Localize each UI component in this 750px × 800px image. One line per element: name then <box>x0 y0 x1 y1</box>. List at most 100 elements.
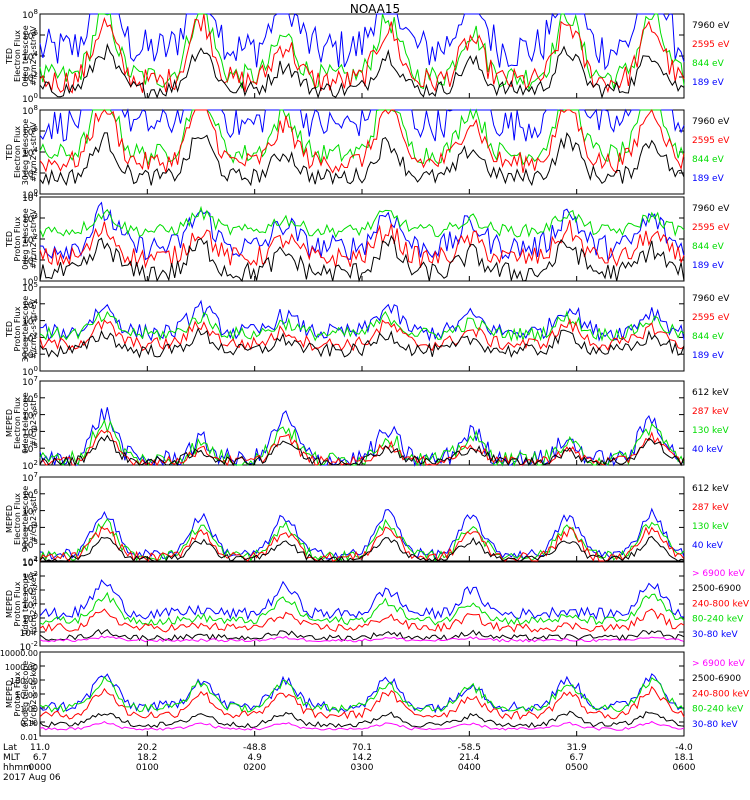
x-lat-label: -48.8 <box>243 743 267 753</box>
y-axis-label: MEPED <box>5 409 14 437</box>
y-tick-label: 107 <box>22 375 38 388</box>
series-trace-red <box>39 219 685 269</box>
y-tick-label: 104 <box>22 191 38 204</box>
y-tick-label: 101 <box>22 254 38 267</box>
legend-entry: 844 eV <box>692 242 725 252</box>
y-tick-label: 102 <box>22 459 38 472</box>
legend-entry: 189 eV <box>692 78 725 88</box>
series-trace-black <box>39 327 685 359</box>
legend-entry: 30-80 keV <box>692 720 738 730</box>
series-trace-green <box>39 518 685 562</box>
legend-entry: > 6900 keV <box>692 569 746 579</box>
panel-3: 100 101 102 103 104 TED Proton Flux 0deg telesc… <box>5 191 730 288</box>
x-hhmm-label: 0200 <box>243 763 266 773</box>
legend-entry: 130 keV <box>692 426 729 436</box>
x-row-label: 2017 Aug 06 <box>3 773 61 783</box>
legend-entry: 612 keV <box>692 484 729 494</box>
y-axis-label: #/cm2-s-str-eV <box>29 298 38 359</box>
y-tick-label: 1000.00 <box>5 663 38 672</box>
y-tick-label: 1.00 <box>20 705 38 714</box>
x-hhmm-label: 0500 <box>565 763 588 773</box>
series-trace-green <box>39 205 685 239</box>
y-tick-label: 105 <box>22 281 38 294</box>
legend-entry: 844 eV <box>692 155 725 165</box>
legend-entry: 7960 eV <box>692 117 730 127</box>
y-tick-label: 105 <box>22 409 38 422</box>
y-tick-label: 102 <box>22 167 38 180</box>
legend-entry: 30-80 keV <box>692 630 738 640</box>
y-tick-label: 10-1 <box>20 626 38 639</box>
legend-entry: 7960 eV <box>692 204 730 214</box>
series-trace-magenta <box>39 635 685 643</box>
panel-frame <box>39 380 685 466</box>
y-axis-label: 0deg telescope <box>21 392 30 453</box>
series-trace-green <box>39 675 685 714</box>
legend-entry: 240-800 keV <box>692 689 750 699</box>
series-trace-blue <box>39 507 685 561</box>
x-mlt-label: 6.7 <box>33 753 47 763</box>
y-tick-label: 101 <box>22 348 38 361</box>
series-trace-green <box>39 591 685 626</box>
y-tick-label: 103 <box>22 570 38 583</box>
y-axis-label: MEPED <box>5 590 14 618</box>
y-axis-label: 30deg telescope <box>21 119 30 186</box>
legend-entry: 612 keV <box>692 388 729 398</box>
panel-frame <box>39 561 685 647</box>
series-trace-red <box>39 608 685 633</box>
y-axis-label: MEPED <box>5 505 14 533</box>
y-tick-label: 104 <box>22 50 38 63</box>
legend-entry: 287 keV <box>692 503 729 513</box>
series-trace-green <box>39 310 685 343</box>
legend-entry: 40 keV <box>692 445 724 455</box>
series-trace-red <box>39 685 685 720</box>
figure-title: NOAA15 <box>349 2 401 16</box>
y-axis-label: #/cm2-s-str-eV <box>29 208 38 269</box>
legend-entry: 287 keV <box>692 407 729 417</box>
y-tick-label: 107 <box>22 471 38 484</box>
y-tick-label: 106 <box>22 29 38 42</box>
y-axis-label: #/cm2-s-str <box>29 495 38 543</box>
legend-entry: 40 keV <box>692 541 724 551</box>
y-tick-label: 10000.00 <box>0 649 38 658</box>
series-trace-blue <box>39 673 685 714</box>
y-axis-label: Electron Flux <box>13 493 22 545</box>
y-axis-label: #/cm2-s-str-keV <box>29 571 38 636</box>
y-tick-label: 102 <box>22 555 38 568</box>
x-mlt-label: 4.9 <box>248 753 263 763</box>
x-mlt-label: 21.4 <box>459 753 479 763</box>
y-tick-label: 100 <box>22 612 38 625</box>
x-lat-label: 70.1 <box>352 743 372 753</box>
y-axis-label: #/cm2-s-str-eV <box>29 25 38 86</box>
legend-entry: 130 keV <box>692 522 729 532</box>
legend-entry: 80-240 keV <box>692 615 744 625</box>
y-tick-label: 100 <box>22 365 38 378</box>
legend-entry: 240-800 keV <box>692 599 750 609</box>
series-trace-red <box>39 13 685 94</box>
y-tick-label: 106 <box>22 125 38 138</box>
panel-6: 102 103 104 105 106 107 MEPED Electron Flux 90de… <box>5 471 729 568</box>
y-axis-label: TED <box>5 231 14 248</box>
y-tick-label: 102 <box>22 331 38 344</box>
panel-1: 100 102 104 106 108 TED Electron Flux 0deg tele… <box>5 8 730 105</box>
legend-entry: 2595 eV <box>692 313 730 323</box>
y-tick-label: 108 <box>22 8 38 21</box>
panel-4: 100 101 102 103 104 105 TED Proton Flux 30deg te… <box>5 281 730 378</box>
y-axis-label: TED <box>5 48 14 65</box>
y-axis-label: Electron Flux <box>13 397 22 449</box>
y-axis-label: Electron Flux <box>13 30 22 82</box>
x-hhmm-label: 0100 <box>136 763 159 773</box>
legend-entry: 189 eV <box>692 174 725 184</box>
y-axis-label: Electron Flux <box>13 126 22 178</box>
y-tick-label: 104 <box>22 298 38 311</box>
y-axis-label: TED <box>5 144 14 161</box>
y-axis-label: Proton Flux <box>13 671 22 716</box>
x-hhmm-label: 0400 <box>458 763 481 773</box>
y-tick-label: 10.00 <box>15 691 38 700</box>
x-mlt-label: 18.2 <box>137 753 157 763</box>
legend-entry: > 6900 keV <box>692 659 746 669</box>
x-lat-label: 31.9 <box>567 743 587 753</box>
y-axis-label: TED <box>5 321 14 338</box>
legend-entry: 2500-6900 <box>692 584 741 594</box>
x-mlt-label: 6.7 <box>570 753 584 763</box>
